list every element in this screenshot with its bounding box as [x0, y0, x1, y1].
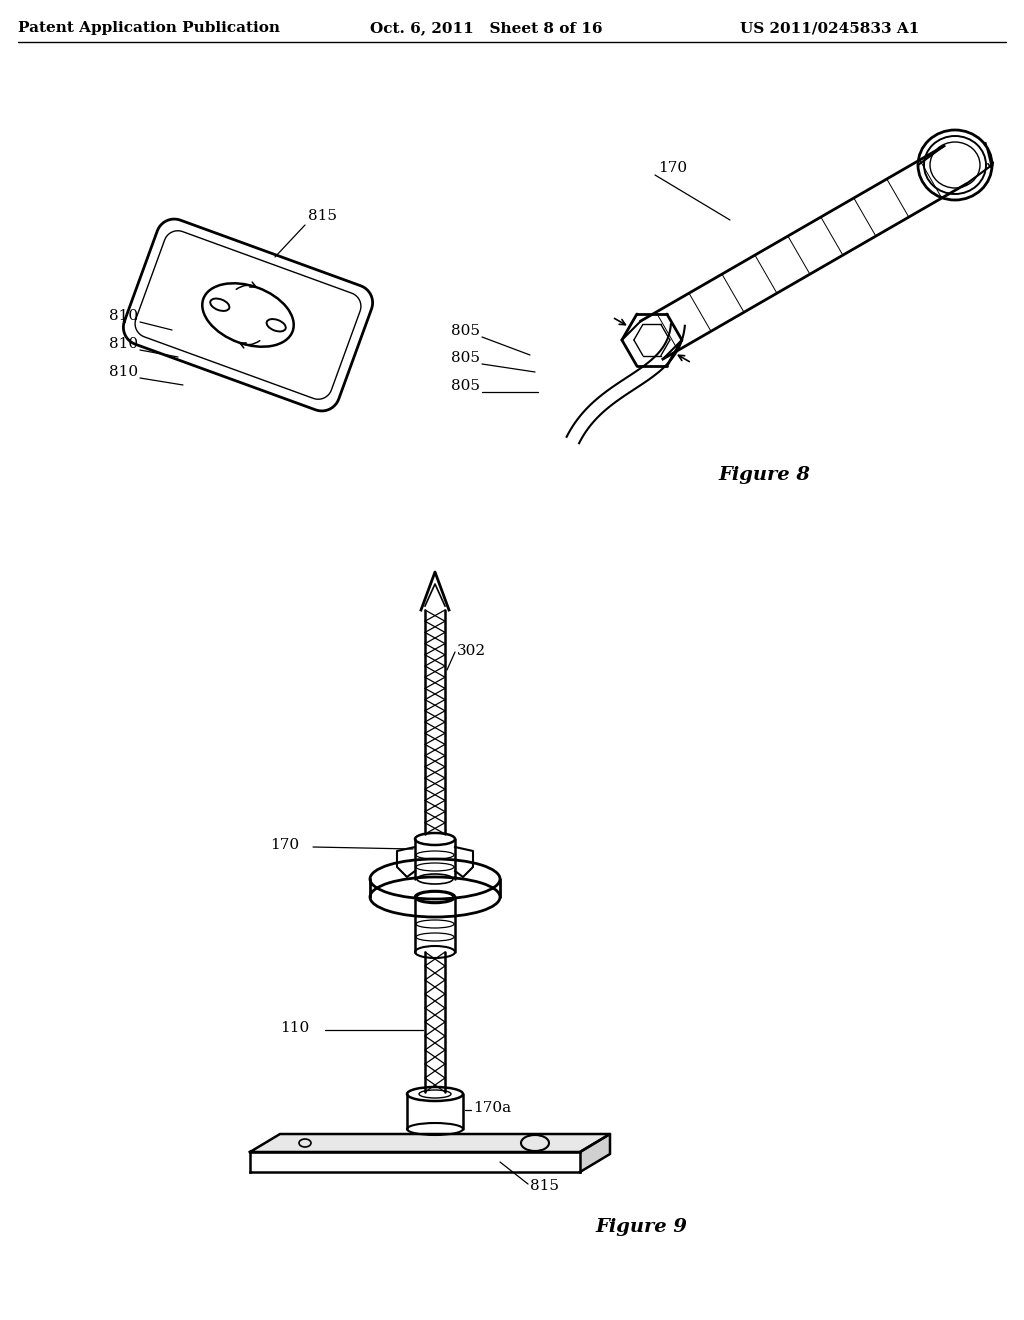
Text: US 2011/0245833 A1: US 2011/0245833 A1	[740, 21, 920, 36]
Polygon shape	[250, 1134, 610, 1152]
Text: 302: 302	[457, 644, 486, 657]
Text: 815: 815	[308, 209, 337, 223]
Polygon shape	[580, 1134, 610, 1172]
Text: 805: 805	[451, 379, 480, 393]
Text: 170a: 170a	[473, 1101, 511, 1115]
Text: 810: 810	[109, 366, 138, 379]
Text: 170: 170	[270, 838, 299, 851]
Text: Figure 8: Figure 8	[718, 466, 810, 484]
Text: 170: 170	[658, 161, 687, 176]
Text: Figure 9: Figure 9	[595, 1218, 687, 1236]
Text: 815: 815	[530, 1179, 559, 1193]
Text: 810: 810	[109, 337, 138, 351]
Text: 805: 805	[451, 351, 480, 366]
Text: 805: 805	[451, 323, 480, 338]
Text: 810: 810	[109, 309, 138, 323]
Text: Patent Application Publication: Patent Application Publication	[18, 21, 280, 36]
Text: 110: 110	[280, 1020, 309, 1035]
Text: Oct. 6, 2011   Sheet 8 of 16: Oct. 6, 2011 Sheet 8 of 16	[370, 21, 602, 36]
